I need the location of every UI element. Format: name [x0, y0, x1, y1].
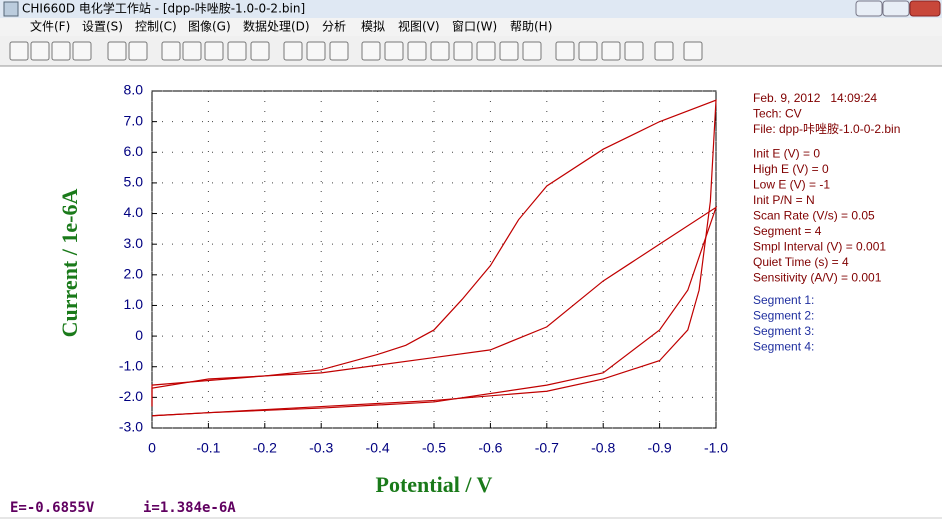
toolbar-button[interactable]	[227, 41, 247, 61]
x-axis-label: Potential / V	[376, 472, 493, 497]
x-tick-label: -1.0	[704, 440, 728, 456]
toolbar-button[interactable]	[9, 41, 29, 61]
window-controls	[855, 0, 941, 17]
y-tick-label: -3.0	[119, 419, 143, 435]
toolbar-button[interactable]	[624, 41, 644, 61]
y-tick-label: 3.0	[124, 235, 144, 251]
info-param: Smpl Interval (V) = 0.001	[753, 240, 886, 254]
y-tick-label: 0	[135, 327, 143, 343]
toolbar-button[interactable]	[128, 41, 148, 61]
toolbar-button[interactable]	[384, 41, 404, 61]
menu-item[interactable]: 文件(F)	[30, 19, 70, 34]
menu-item[interactable]: 模拟	[361, 20, 385, 34]
info-param: High E (V) = 0	[753, 162, 829, 176]
info-line: File: dpp-咔唑胺-1.0-0-2.bin	[753, 122, 900, 136]
y-tick-label: -1.0	[119, 357, 143, 373]
toolbar-button[interactable]	[407, 41, 427, 61]
toolbar-button[interactable]	[601, 41, 621, 61]
minimize-button[interactable]	[855, 0, 883, 17]
toolbar-button[interactable]	[555, 41, 575, 61]
toolbar-button[interactable]	[306, 41, 326, 61]
toolbar-button[interactable]	[476, 41, 496, 61]
info-segment: Segment 1:	[753, 293, 814, 307]
toolbar-button[interactable]	[430, 41, 450, 61]
x-tick-label: -0.8	[591, 440, 615, 456]
menu-item[interactable]: 帮助(H)	[510, 20, 552, 34]
info-param: Quiet Time (s) = 4	[753, 255, 849, 269]
toolbar-button[interactable]	[683, 41, 703, 61]
toolbar-button[interactable]	[107, 41, 127, 61]
toolbar-button[interactable]	[329, 41, 349, 61]
toolbar-button[interactable]	[161, 41, 181, 61]
plot-window	[0, 67, 942, 497]
toolbar-button[interactable]	[453, 41, 473, 61]
info-param: Low E (V) = -1	[753, 178, 830, 192]
toolbar-button[interactable]	[51, 41, 71, 61]
toolbar-button[interactable]	[204, 41, 224, 61]
info-param: Sensitivity (A/V) = 0.001	[753, 271, 882, 285]
y-tick-label: 7.0	[124, 112, 144, 128]
info-param: Init P/N = N	[753, 193, 815, 207]
info-param: Segment = 4	[753, 224, 822, 238]
status-potential: E=-0.6855V	[10, 500, 95, 516]
y-tick-label: 4.0	[124, 204, 144, 220]
toolbar-button[interactable]	[361, 41, 381, 61]
menu-item[interactable]: 图像(G)	[188, 20, 231, 34]
info-param: Scan Rate (V/s) = 0.05	[753, 209, 875, 223]
cv-curve	[151, 99, 717, 417]
y-tick-label: 1.0	[124, 296, 144, 312]
maximize-button[interactable]	[882, 0, 910, 17]
toolbar-button[interactable]	[499, 41, 519, 61]
menu-item[interactable]: 设置(S)	[82, 20, 123, 34]
x-tick-label: -0.4	[366, 440, 390, 456]
info-segment: Segment 3:	[753, 324, 814, 338]
info-date: Feb. 9, 2012 14:09:24	[753, 91, 877, 105]
info-segment: Segment 4:	[753, 340, 814, 354]
y-tick-label: 6.0	[124, 143, 144, 159]
y-tick-label: 8.0	[124, 82, 144, 98]
menu-item[interactable]: 数据处理(D)	[243, 19, 310, 34]
close-button[interactable]	[909, 0, 941, 17]
x-tick-label: -0.6	[478, 440, 502, 456]
info-segment: Segment 2:	[753, 309, 814, 323]
menu-item[interactable]: 窗口(W)	[452, 20, 497, 34]
y-tick-label: -2.0	[119, 388, 143, 404]
x-tick-label: -0.3	[309, 440, 333, 456]
info-line: Tech: CV	[753, 107, 802, 121]
x-tick-label: 0	[148, 440, 156, 456]
menu-item[interactable]: 控制(C)	[135, 20, 177, 34]
toolbar-button[interactable]	[283, 41, 303, 61]
toolbar-button[interactable]	[578, 41, 598, 61]
cv-curve	[151, 205, 718, 417]
toolbar-button[interactable]	[654, 41, 674, 61]
x-tick-label: -0.9	[648, 440, 672, 456]
app-icon	[3, 1, 19, 17]
menu-item[interactable]: 分析	[322, 20, 346, 34]
toolbar-button[interactable]	[72, 41, 92, 61]
info-param: Init E (V) = 0	[753, 147, 820, 161]
x-tick-label: -0.1	[196, 440, 220, 456]
status-current: i=1.384e-6A	[143, 500, 236, 516]
y-axis-label: Current / 1e-6A	[57, 189, 82, 338]
x-tick-label: -0.5	[422, 440, 446, 456]
menu-item[interactable]: 视图(V)	[398, 19, 440, 34]
toolbar-button[interactable]	[30, 41, 50, 61]
toolbar-button[interactable]	[522, 41, 542, 61]
menu-bar	[0, 18, 942, 36]
status-bar	[0, 497, 942, 521]
toolbar-button[interactable]	[250, 41, 270, 61]
y-tick-label: 2.0	[124, 266, 144, 282]
x-tick-label: -0.2	[253, 440, 277, 456]
x-tick-label: -0.7	[535, 440, 559, 456]
window-title: CHI660D 电化学工作站 - [dpp-咔唑胺-1.0-0-2.bin]	[22, 1, 305, 16]
y-tick-label: 5.0	[124, 174, 144, 190]
toolbar-button[interactable]	[182, 41, 202, 61]
title-bar	[0, 0, 942, 18]
